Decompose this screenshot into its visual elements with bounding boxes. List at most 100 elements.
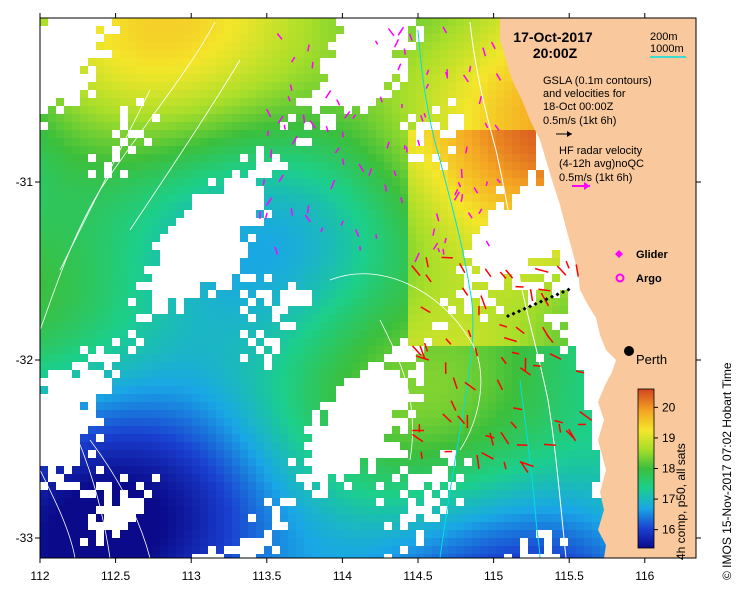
sst-cell	[456, 362, 464, 370]
sst-cell	[504, 114, 512, 122]
sst-cell	[360, 186, 368, 194]
radar-arrow	[340, 220, 344, 226]
sst-cell	[248, 498, 256, 506]
sst-cell	[96, 546, 104, 554]
sst-cell	[328, 146, 336, 154]
sst-cell	[200, 538, 208, 546]
sst-cell	[304, 42, 312, 50]
sst-cell	[280, 178, 288, 186]
sst-cell	[448, 538, 456, 546]
sst-cell	[576, 546, 584, 554]
sst-cell	[256, 34, 264, 42]
sst-cell	[184, 314, 192, 322]
sst-cell	[432, 98, 440, 106]
sst-cell	[296, 338, 304, 346]
sst-cell	[200, 146, 208, 154]
sst-cell	[464, 434, 472, 442]
sst-cell	[344, 170, 352, 178]
sst-cell	[96, 514, 104, 522]
sst-cell	[64, 234, 72, 242]
sst-cell	[232, 98, 240, 106]
sst-cell	[304, 66, 312, 74]
sst-cell	[128, 162, 136, 170]
sst-cell	[432, 362, 440, 370]
sst-cell	[208, 42, 216, 50]
sst-cell	[80, 226, 88, 234]
sst-cell	[80, 354, 88, 362]
sst-cell	[304, 178, 312, 186]
sst-cell	[472, 530, 480, 538]
sst-cell	[560, 498, 568, 506]
sst-cell	[104, 346, 112, 354]
sst-cell	[216, 418, 224, 426]
sst-cell	[416, 114, 424, 122]
sst-cell	[280, 514, 288, 522]
sst-cell	[96, 122, 104, 130]
sst-cell	[144, 522, 152, 530]
sst-cell	[464, 402, 472, 410]
sst-cell	[464, 90, 472, 98]
sst-cell	[352, 498, 360, 506]
sst-cell	[40, 338, 48, 346]
sst-cell	[248, 402, 256, 410]
sst-cell	[488, 426, 496, 434]
sst-cell	[184, 458, 192, 466]
sst-cell	[464, 34, 472, 42]
sst-cell	[424, 298, 432, 306]
sst-cell	[312, 210, 320, 218]
sst-cell	[232, 90, 240, 98]
sst-cell	[480, 218, 488, 226]
sst-cell	[216, 98, 224, 106]
sst-cell	[456, 258, 464, 266]
sst-cell	[288, 266, 296, 274]
sst-cell	[128, 554, 136, 558]
sst-cell	[64, 146, 72, 154]
sst-cell	[488, 170, 496, 178]
sst-cell	[168, 506, 176, 514]
sst-cell	[432, 82, 440, 90]
sst-cell	[504, 442, 512, 450]
sst-cell	[208, 386, 216, 394]
sst-cell	[320, 242, 328, 250]
sst-cell	[424, 402, 432, 410]
sst-cell	[544, 322, 552, 330]
sst-cell	[448, 74, 456, 82]
sst-cell	[488, 354, 496, 362]
sst-cell	[240, 26, 248, 34]
sst-cell	[184, 338, 192, 346]
sst-cell	[192, 498, 200, 506]
radar-arrow	[352, 114, 357, 120]
sst-cell	[136, 514, 144, 522]
sst-cell	[368, 274, 376, 282]
sst-cell	[264, 98, 272, 106]
sst-cell	[512, 306, 520, 314]
sst-cell	[480, 122, 488, 130]
sst-cell	[184, 386, 192, 394]
sst-cell	[208, 346, 216, 354]
sst-cell	[192, 82, 200, 90]
sst-cell	[232, 538, 240, 546]
sst-cell	[40, 178, 48, 186]
sst-cell	[432, 170, 440, 178]
sst-cell	[328, 354, 336, 362]
sst-cell	[224, 346, 232, 354]
sst-cell	[264, 410, 272, 418]
sst-cell	[144, 234, 152, 242]
sst-cell	[408, 314, 416, 322]
sst-cell	[88, 434, 96, 442]
sst-cell	[552, 306, 560, 314]
sst-cell	[400, 362, 408, 370]
sst-cell	[544, 514, 552, 522]
sst-cell	[552, 258, 560, 266]
radar-arrow	[403, 145, 406, 150]
sst-cell	[528, 490, 536, 498]
sst-cell	[512, 186, 520, 194]
sst-cell	[384, 362, 392, 370]
sst-cell	[456, 306, 464, 314]
sst-cell	[128, 218, 136, 226]
sst-cell	[288, 506, 296, 514]
sst-cell	[392, 514, 400, 522]
sst-cell	[368, 250, 376, 258]
sst-cell	[264, 66, 272, 74]
sst-cell	[344, 474, 352, 482]
